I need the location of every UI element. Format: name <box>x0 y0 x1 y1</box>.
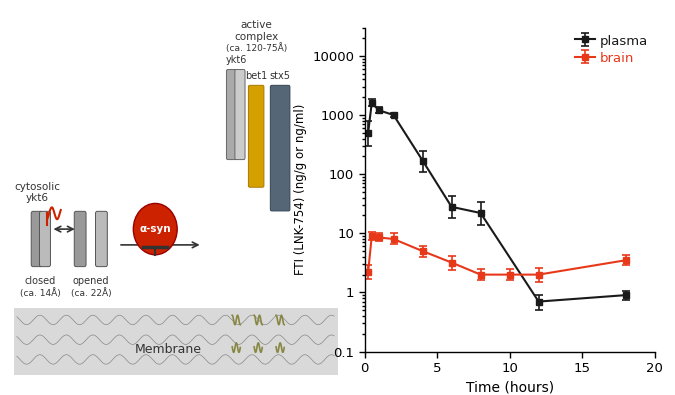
Text: complex: complex <box>234 32 279 41</box>
Text: active: active <box>240 20 273 30</box>
Text: closed: closed <box>25 276 56 286</box>
Text: (ca. 22Å): (ca. 22Å) <box>71 288 111 298</box>
X-axis label: Time (hours): Time (hours) <box>466 380 554 395</box>
Text: ykt6: ykt6 <box>225 55 247 65</box>
FancyBboxPatch shape <box>235 70 245 160</box>
Circle shape <box>133 203 177 255</box>
FancyBboxPatch shape <box>270 85 290 211</box>
Text: α-syn: α-syn <box>140 224 171 234</box>
FancyBboxPatch shape <box>14 308 338 375</box>
Text: (ca. 14Å): (ca. 14Å) <box>20 288 61 298</box>
FancyBboxPatch shape <box>248 85 264 187</box>
FancyBboxPatch shape <box>39 211 51 267</box>
FancyBboxPatch shape <box>226 70 236 160</box>
FancyBboxPatch shape <box>74 211 86 267</box>
FancyBboxPatch shape <box>96 211 107 267</box>
Text: cytosolic: cytosolic <box>14 182 60 192</box>
Text: (ca. 120-75Å): (ca. 120-75Å) <box>226 43 287 53</box>
Text: Membrane: Membrane <box>135 343 202 356</box>
Text: ykt6: ykt6 <box>26 194 49 203</box>
Text: bet1: bet1 <box>246 71 267 81</box>
FancyBboxPatch shape <box>31 211 42 267</box>
Text: stx5: stx5 <box>269 71 291 81</box>
Y-axis label: FTI (LNK-754) (ng/g or ng/ml): FTI (LNK-754) (ng/g or ng/ml) <box>294 104 306 275</box>
Text: opened: opened <box>73 276 109 286</box>
Legend: plasma, brain: plasma, brain <box>575 34 648 65</box>
